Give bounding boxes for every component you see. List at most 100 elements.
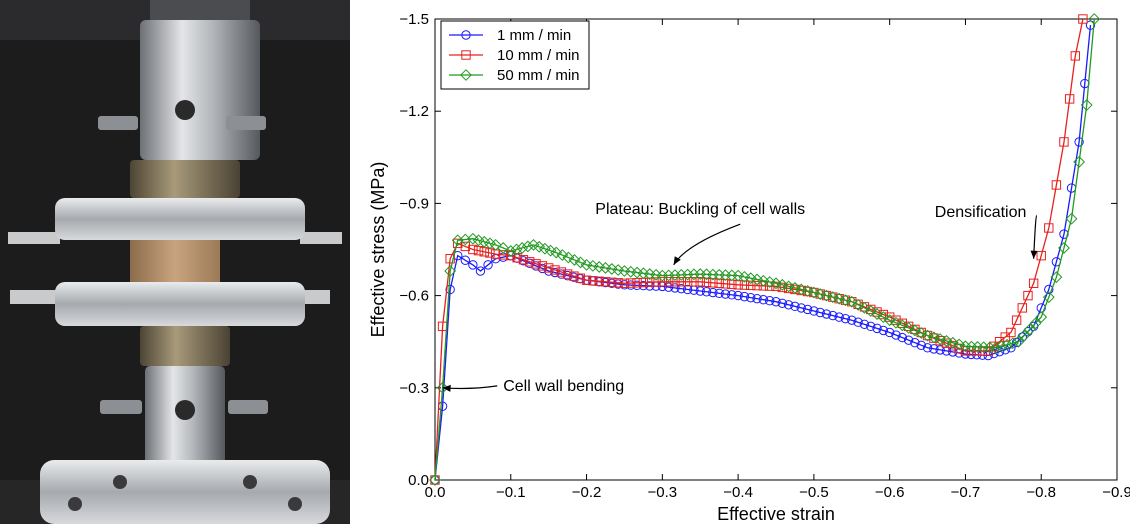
series-point bbox=[663, 282, 674, 292]
series-point bbox=[940, 335, 953, 347]
series-point bbox=[445, 284, 455, 295]
compression-test-fixture-icon bbox=[0, 0, 350, 524]
legend-label: 50 mm / min bbox=[497, 67, 580, 84]
series-point bbox=[600, 277, 611, 287]
series-point bbox=[1029, 317, 1042, 330]
upper-grip bbox=[140, 20, 260, 160]
x-tick-label: −0.7 bbox=[951, 484, 981, 501]
series-point bbox=[556, 267, 566, 277]
series-point bbox=[866, 321, 876, 332]
series-point bbox=[619, 278, 630, 289]
series-point bbox=[896, 319, 909, 332]
series-point bbox=[708, 278, 718, 288]
series-point bbox=[1088, 13, 1101, 25]
series-point bbox=[1070, 51, 1081, 61]
series-point bbox=[1044, 223, 1054, 233]
series-point bbox=[574, 256, 587, 269]
stress-strain-chart: 0.0 −0.1 −0.2 −0.3 −0.4 −0.5 −0.6 −0.7 −0.8 −0.9 0… bbox=[350, 0, 1130, 524]
series-point bbox=[746, 280, 756, 291]
series-point bbox=[489, 238, 502, 251]
legend-group: 1 mm / min 10 mm / min 50 mm / min bbox=[440, 20, 590, 90]
annotation-arrowhead bbox=[1030, 250, 1038, 259]
series-point bbox=[670, 283, 680, 293]
series-point bbox=[770, 277, 782, 290]
series-point bbox=[701, 277, 712, 287]
series-point bbox=[826, 291, 839, 304]
series-point bbox=[758, 294, 769, 305]
series-point bbox=[801, 285, 814, 297]
legend-marker bbox=[461, 30, 471, 40]
series-point bbox=[453, 238, 463, 249]
series-point bbox=[927, 331, 940, 344]
series-point bbox=[543, 263, 554, 273]
series-point bbox=[771, 281, 781, 292]
series-point bbox=[782, 280, 795, 293]
series-point bbox=[921, 329, 934, 342]
series-point bbox=[758, 281, 769, 291]
chart-svg: 0.0 −0.1 −0.2 −0.3 −0.4 −0.5 −0.6 −0.7 −0.8 −0.9 0… bbox=[368, 11, 1130, 524]
series-point bbox=[1074, 137, 1084, 147]
series-point bbox=[1044, 284, 1054, 295]
annotation-arrow bbox=[442, 385, 498, 390]
series-point bbox=[840, 313, 851, 324]
series-point bbox=[897, 332, 907, 343]
y-tick-label: −1.2 bbox=[399, 103, 429, 120]
series-point bbox=[891, 330, 901, 340]
series-point bbox=[460, 241, 471, 252]
series-point bbox=[556, 249, 569, 261]
wood-specimen bbox=[130, 240, 220, 286]
legend-label: 1 mm / min bbox=[497, 27, 571, 44]
series-point bbox=[815, 307, 825, 318]
series-point bbox=[834, 312, 844, 322]
axes-group: 0.0 −0.1 −0.2 −0.3 −0.4 −0.5 −0.6 −0.7 −0.8 −0.9 0… bbox=[368, 11, 1130, 524]
series-point bbox=[853, 317, 863, 327]
series-point bbox=[676, 283, 686, 294]
series-point bbox=[935, 345, 945, 355]
series-point bbox=[922, 343, 933, 353]
x-tick-label: −0.6 bbox=[875, 484, 905, 501]
series-point bbox=[890, 316, 902, 329]
series-point bbox=[1065, 212, 1078, 225]
compression-test-photo bbox=[0, 0, 350, 524]
series-point bbox=[1059, 137, 1069, 147]
series-point bbox=[720, 289, 731, 299]
series-point bbox=[626, 278, 636, 288]
series-point bbox=[994, 346, 1005, 357]
series-point bbox=[473, 245, 484, 256]
series-point bbox=[1073, 156, 1086, 168]
x-tick-label: −0.8 bbox=[1026, 484, 1056, 501]
series-point bbox=[468, 244, 478, 255]
series-line bbox=[434, 25, 1092, 481]
series-point bbox=[847, 315, 857, 325]
series-point bbox=[1051, 180, 1062, 190]
series-point bbox=[1001, 338, 1014, 351]
series-point bbox=[821, 290, 832, 301]
series-point bbox=[916, 340, 926, 350]
series-point bbox=[1058, 242, 1070, 254]
series-point bbox=[645, 277, 655, 287]
legend-marker bbox=[461, 50, 471, 60]
series-point bbox=[613, 278, 623, 288]
legend-marker bbox=[460, 69, 472, 81]
series-point bbox=[1035, 311, 1048, 324]
series-point bbox=[739, 280, 750, 290]
series-point bbox=[1012, 335, 1025, 348]
series-point bbox=[809, 306, 819, 316]
series-point bbox=[814, 288, 827, 300]
series-point bbox=[531, 259, 541, 269]
series-point bbox=[1017, 303, 1027, 313]
series-point bbox=[934, 333, 947, 346]
series-point bbox=[688, 268, 700, 281]
series-point bbox=[670, 277, 680, 287]
annotation-arrowhead bbox=[673, 256, 681, 265]
series-point bbox=[676, 277, 686, 287]
series-point bbox=[946, 336, 959, 349]
series-point bbox=[872, 323, 882, 334]
series-point bbox=[1042, 291, 1055, 304]
y-tick-label: −1.5 bbox=[399, 11, 429, 28]
series-point bbox=[1080, 99, 1093, 111]
x-tick-label: −0.5 bbox=[799, 484, 829, 501]
series-point bbox=[902, 321, 915, 334]
series-point bbox=[1011, 315, 1022, 325]
series-point bbox=[828, 310, 838, 321]
